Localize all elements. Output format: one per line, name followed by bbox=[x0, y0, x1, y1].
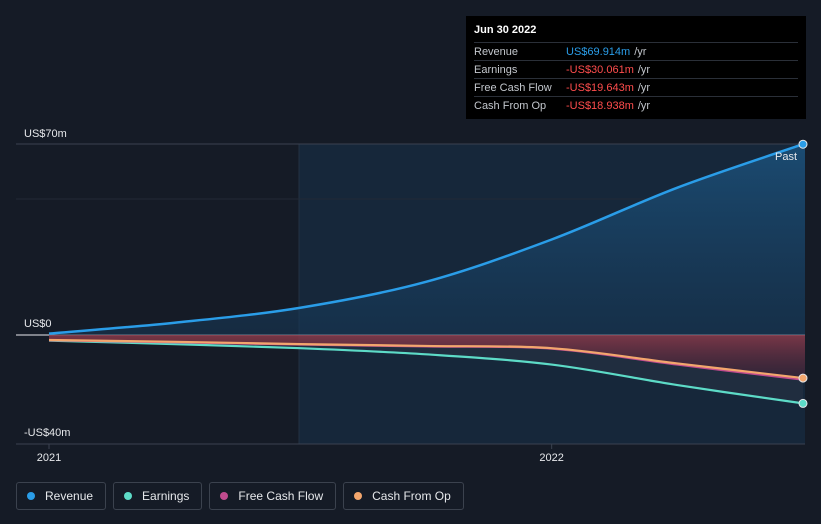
tooltip-date: Jun 30 2022 bbox=[474, 24, 537, 36]
tooltip-row-unit: /yr bbox=[637, 81, 651, 94]
legend-label: Cash From Op bbox=[372, 489, 451, 503]
legend-item-cash-from-op[interactable]: Cash From Op bbox=[343, 482, 464, 510]
tooltip-row: Free Cash Flow -US$19.643m/yr bbox=[474, 78, 798, 96]
legend-item-earnings[interactable]: Earnings bbox=[113, 482, 203, 510]
tooltip-row-label: Free Cash Flow bbox=[474, 81, 552, 94]
earnings-line bbox=[48, 339, 804, 405]
legend-label: Free Cash Flow bbox=[238, 489, 324, 503]
legend-label: Earnings bbox=[142, 489, 190, 503]
x-tick-label: 2021 bbox=[37, 452, 61, 464]
tooltip-row-label: Revenue bbox=[474, 45, 519, 58]
legend-label: Revenue bbox=[45, 489, 94, 503]
revenue-line bbox=[48, 143, 804, 335]
tooltip-row-value: -US$30.061m bbox=[566, 63, 634, 76]
tooltip-panel: Jun 30 2022 Revenue US$69.914m/yr Earnings… bbox=[466, 16, 806, 119]
tooltip-row: Revenue US$69.914m/yr bbox=[474, 42, 798, 60]
legend-dot-icon bbox=[124, 492, 133, 500]
negative-area bbox=[49, 335, 805, 379]
legend-item-revenue[interactable]: Revenue bbox=[16, 482, 107, 510]
earnings-end-point[interactable] bbox=[798, 398, 808, 408]
legend-dot-icon bbox=[354, 492, 363, 500]
tooltip-row-label: Cash From Op bbox=[474, 99, 547, 112]
chart-legend: Revenue Earnings Free Cash Flow Cash From O… bbox=[16, 482, 464, 510]
past-label: Past bbox=[775, 151, 797, 163]
tooltip-row: Cash From Op -US$18.938m/yr bbox=[474, 96, 798, 114]
cash-from-op-line bbox=[48, 338, 804, 380]
y-tick-label: -US$40m bbox=[24, 427, 70, 439]
tooltip-row-value: US$69.914m bbox=[566, 45, 631, 58]
legend-dot-icon bbox=[220, 492, 229, 500]
revenue-end-point[interactable] bbox=[798, 139, 808, 149]
y-tick-label: US$0 bbox=[24, 318, 52, 330]
tooltip-row-unit: /yr bbox=[634, 45, 647, 58]
y-tick-label: US$70m bbox=[24, 128, 67, 140]
tooltip-row-value: -US$18.938m bbox=[566, 99, 634, 112]
tooltip-row-value: -US$19.643m bbox=[566, 81, 634, 94]
tooltip-row-label: Earnings bbox=[474, 63, 518, 76]
legend-item-free-cash-flow[interactable]: Free Cash Flow bbox=[209, 482, 337, 510]
x-tick-label: 2022 bbox=[539, 452, 563, 464]
tooltip-row-unit: /yr bbox=[637, 63, 651, 76]
tooltip-row-unit: /yr bbox=[637, 99, 651, 112]
revenue-area bbox=[49, 144, 805, 335]
legend-dot-icon bbox=[27, 492, 35, 500]
tooltip-row: Earnings -US$30.061m/yr bbox=[474, 60, 798, 78]
cash-from-op-end-point[interactable] bbox=[798, 373, 808, 383]
